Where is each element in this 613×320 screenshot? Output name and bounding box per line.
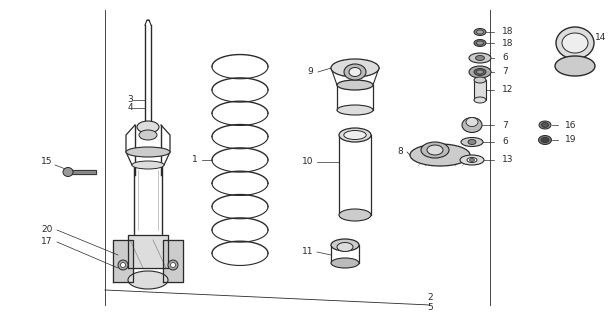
Ellipse shape xyxy=(344,131,366,140)
Ellipse shape xyxy=(469,66,491,78)
Ellipse shape xyxy=(331,258,359,268)
Ellipse shape xyxy=(139,130,157,140)
Ellipse shape xyxy=(538,135,552,145)
Text: 16: 16 xyxy=(565,121,576,130)
Ellipse shape xyxy=(461,138,483,147)
Ellipse shape xyxy=(474,97,486,103)
Ellipse shape xyxy=(474,68,486,76)
Text: 6: 6 xyxy=(502,53,508,62)
Ellipse shape xyxy=(421,142,449,158)
Ellipse shape xyxy=(427,145,443,155)
Ellipse shape xyxy=(539,121,551,129)
Ellipse shape xyxy=(344,64,366,80)
Ellipse shape xyxy=(460,155,484,165)
Ellipse shape xyxy=(349,68,361,76)
Text: 2: 2 xyxy=(427,292,433,301)
Ellipse shape xyxy=(541,123,549,127)
Ellipse shape xyxy=(168,260,178,270)
Text: 19: 19 xyxy=(565,135,576,145)
Ellipse shape xyxy=(469,53,491,63)
Ellipse shape xyxy=(339,128,371,142)
Ellipse shape xyxy=(476,41,484,45)
Text: 1: 1 xyxy=(192,156,198,164)
Ellipse shape xyxy=(467,157,477,163)
Ellipse shape xyxy=(474,77,486,83)
Text: 15: 15 xyxy=(41,157,53,166)
Text: 9: 9 xyxy=(307,68,313,76)
Ellipse shape xyxy=(562,33,588,53)
Text: 11: 11 xyxy=(302,247,314,257)
Ellipse shape xyxy=(118,260,128,270)
Text: 4: 4 xyxy=(127,103,133,113)
Text: 8: 8 xyxy=(397,148,403,156)
Text: 10: 10 xyxy=(302,157,314,166)
Ellipse shape xyxy=(474,28,486,36)
Ellipse shape xyxy=(474,39,486,46)
Text: 13: 13 xyxy=(502,156,514,164)
Text: 5: 5 xyxy=(427,302,433,311)
Ellipse shape xyxy=(466,117,478,126)
Ellipse shape xyxy=(170,262,175,268)
Ellipse shape xyxy=(555,56,595,76)
Ellipse shape xyxy=(470,158,474,162)
Ellipse shape xyxy=(331,239,359,251)
Text: 18: 18 xyxy=(502,38,514,47)
Text: 7: 7 xyxy=(502,68,508,76)
Text: 17: 17 xyxy=(41,237,53,246)
Ellipse shape xyxy=(556,27,594,59)
Ellipse shape xyxy=(331,59,379,77)
Ellipse shape xyxy=(337,105,373,115)
Bar xyxy=(474,80,486,100)
Text: 14: 14 xyxy=(595,34,606,43)
Ellipse shape xyxy=(337,243,353,252)
Text: 20: 20 xyxy=(41,226,53,235)
Text: 7: 7 xyxy=(502,121,508,130)
Text: 18: 18 xyxy=(502,28,514,36)
Ellipse shape xyxy=(462,117,482,132)
Ellipse shape xyxy=(476,30,484,34)
Ellipse shape xyxy=(410,144,470,166)
Ellipse shape xyxy=(468,140,476,145)
Ellipse shape xyxy=(128,271,168,289)
Polygon shape xyxy=(68,170,96,174)
Text: 3: 3 xyxy=(127,95,133,105)
Ellipse shape xyxy=(126,147,170,157)
Ellipse shape xyxy=(476,55,484,60)
Ellipse shape xyxy=(337,80,373,90)
Ellipse shape xyxy=(339,209,371,221)
Ellipse shape xyxy=(541,138,549,142)
Ellipse shape xyxy=(476,70,484,74)
Text: 12: 12 xyxy=(502,85,513,94)
Polygon shape xyxy=(128,235,168,268)
Polygon shape xyxy=(163,240,183,282)
Ellipse shape xyxy=(132,161,164,169)
Ellipse shape xyxy=(63,167,73,177)
Polygon shape xyxy=(113,240,133,282)
Ellipse shape xyxy=(137,121,159,133)
Text: 6: 6 xyxy=(502,138,508,147)
Ellipse shape xyxy=(121,262,126,268)
